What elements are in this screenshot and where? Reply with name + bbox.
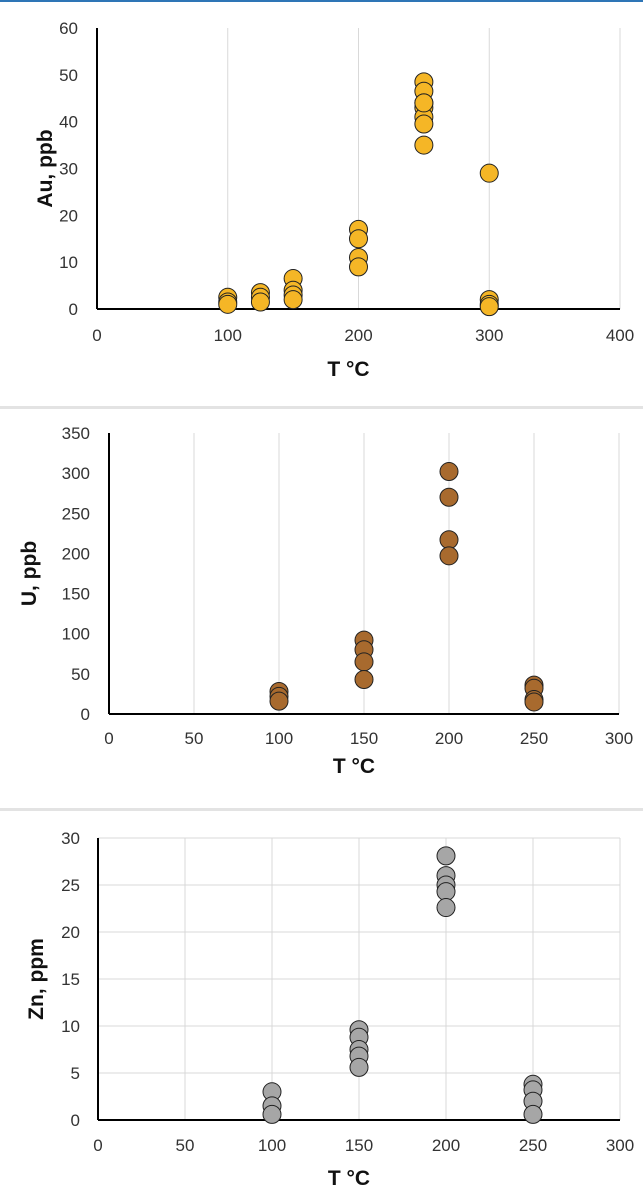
data-point (354, 669, 374, 689)
x-tick-label: 100 (265, 729, 293, 748)
data-point (523, 1104, 543, 1124)
y-tick-label: 350 (62, 424, 90, 443)
x-tick-label: 50 (176, 1136, 195, 1155)
y-tick-label: 10 (59, 253, 78, 272)
x-tick-label: 150 (350, 729, 378, 748)
y-tick-label: 50 (71, 665, 90, 684)
data-point (250, 292, 270, 312)
x-tick-label: 200 (344, 326, 372, 345)
data-point (439, 546, 459, 566)
y-tick-label: 30 (59, 160, 78, 179)
y-tick-label: 150 (62, 585, 90, 604)
panel-separator (0, 406, 643, 409)
x-tick-label: 300 (475, 326, 503, 345)
x-tick-label: 300 (605, 729, 633, 748)
x-tick-label: 0 (104, 729, 113, 748)
data-point (479, 163, 499, 183)
y-tick-label: 25 (61, 876, 80, 895)
data-point (414, 93, 434, 113)
y-axis-title: U, ppb (18, 541, 41, 606)
x-tick-label: 250 (519, 1136, 547, 1155)
x-tick-label: 100 (214, 326, 242, 345)
au-scatter-chart: 0 100 200 300 400 0 10 20 30 40 50 60 T °C Au, ppb (34, 19, 634, 381)
x-axis-title: T °C (333, 755, 375, 778)
x-tick-label: 400 (606, 326, 634, 345)
y-tick-label: 0 (71, 1111, 80, 1130)
data-point (439, 462, 459, 482)
y-tick-label: 5 (71, 1064, 80, 1083)
y-tick-label: 40 (59, 113, 78, 132)
y-tick-label: 10 (61, 1017, 80, 1036)
x-axis-title: T °C (327, 358, 369, 381)
x-tick-label: 150 (345, 1136, 373, 1155)
y-tick-label: 100 (62, 625, 90, 644)
panel-separator (0, 808, 643, 811)
y-axis-title: Au, ppb (34, 129, 57, 207)
data-point (436, 898, 456, 918)
data-point (524, 692, 544, 712)
y-axis-title: Zn, ppm (25, 938, 48, 1020)
x-tick-label: 0 (92, 326, 101, 345)
data-point (349, 229, 368, 249)
x-tick-label: 250 (520, 729, 548, 748)
x-tick-label: 300 (606, 1136, 634, 1155)
data-point (354, 652, 374, 672)
data-point (262, 1104, 282, 1124)
x-axis-title: T °C (328, 1167, 370, 1190)
x-tick-label: 200 (435, 729, 463, 748)
y-tick-label: 200 (62, 544, 90, 563)
y-tick-label: 50 (59, 66, 78, 85)
zn-chart-panel: 0 50 100 150 200 250 300 0 5 10 15 20 25 30 T °C Zn, pp… (0, 812, 643, 1198)
x-tick-label: 0 (93, 1136, 102, 1155)
y-tick-label: 0 (69, 300, 78, 319)
data-point (349, 1057, 369, 1077)
y-tick-label: 0 (81, 705, 90, 724)
data-point (349, 257, 368, 277)
x-tick-label: 200 (432, 1136, 460, 1155)
y-tick-label: 30 (61, 829, 80, 848)
au-chart-panel: 0 100 200 300 400 0 10 20 30 40 50 60 T °C Au, ppb (0, 6, 643, 390)
data-point (436, 882, 456, 902)
u-chart-panel: 0 50 100 150 200 250 300 0 50 100 150 200 250 300 350 T… (0, 410, 643, 806)
y-tick-label: 300 (62, 464, 90, 483)
data-point (218, 294, 238, 314)
x-tick-label: 100 (258, 1136, 286, 1155)
data-point (414, 135, 434, 155)
y-tick-label: 250 (62, 504, 90, 523)
top-rule (0, 0, 643, 2)
y-tick-label: 20 (59, 206, 78, 225)
data-point (414, 114, 434, 134)
y-tick-label: 20 (61, 923, 80, 942)
data-point (439, 487, 459, 507)
data-point (436, 846, 456, 866)
data-point (269, 691, 289, 711)
data-point (439, 530, 459, 550)
y-tick-label: 15 (61, 970, 80, 989)
zn-scatter-chart: 0 50 100 150 200 250 300 0 5 10 15 20 25 30 T °C Zn, pp… (25, 829, 634, 1190)
data-point (479, 297, 499, 317)
x-tick-label: 50 (185, 729, 204, 748)
data-point (283, 290, 303, 310)
y-tick-label: 60 (59, 19, 78, 38)
u-scatter-chart: 0 50 100 150 200 250 300 0 50 100 150 200 250 300 350 T… (18, 424, 633, 778)
